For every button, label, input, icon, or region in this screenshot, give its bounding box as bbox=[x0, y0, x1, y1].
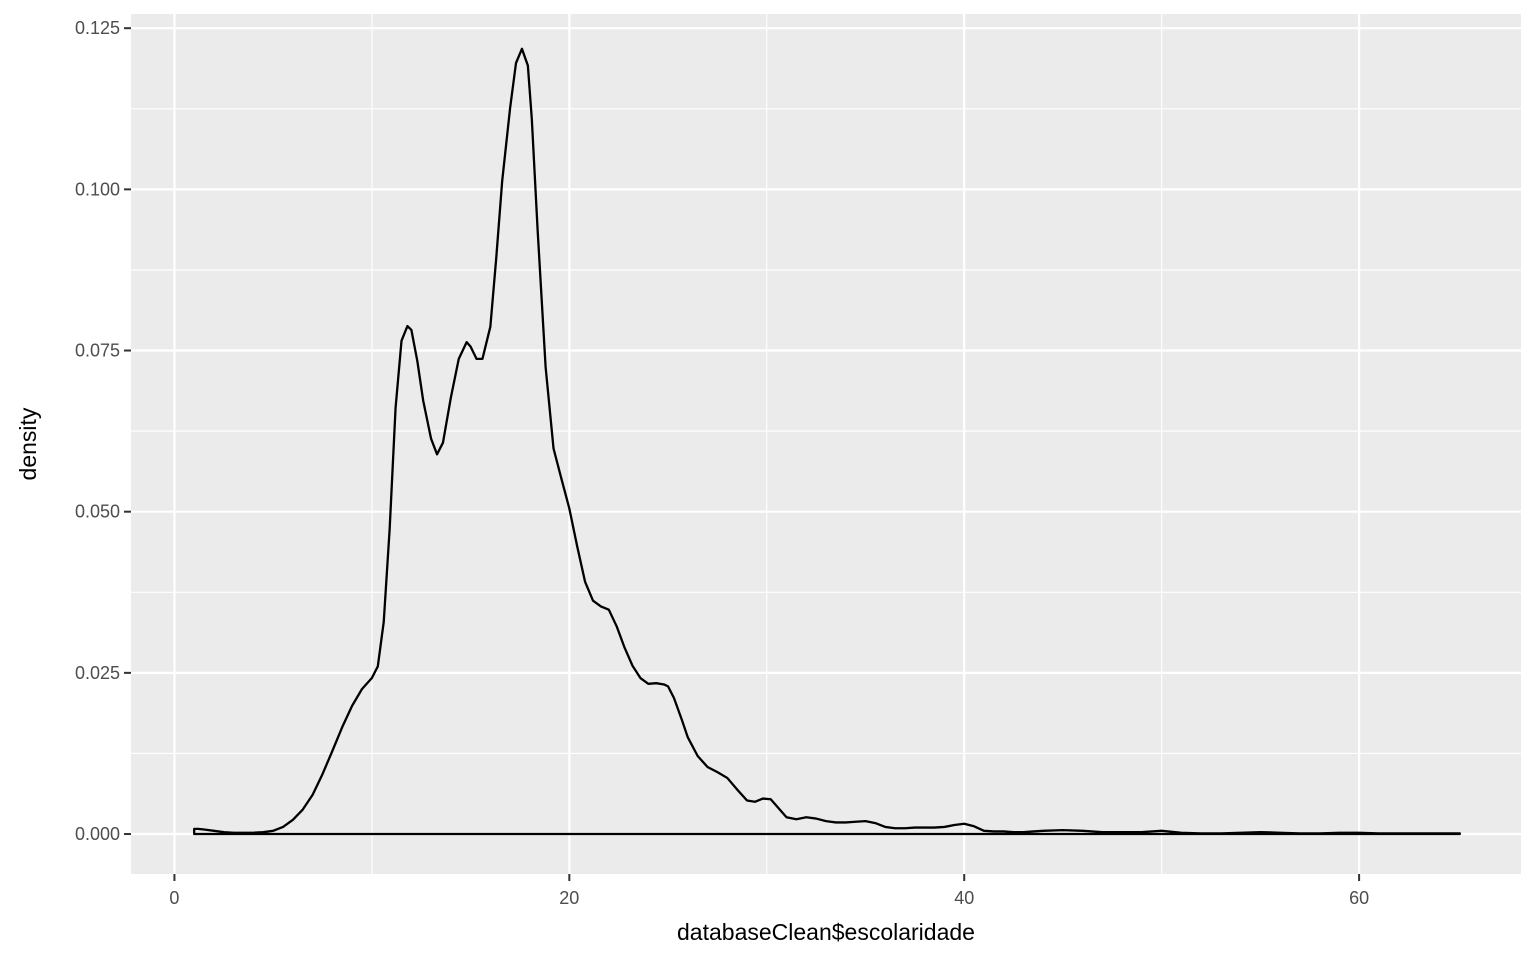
x-tick-label: 20 bbox=[559, 888, 579, 908]
y-tick-label: 0.075 bbox=[75, 341, 120, 361]
y-axis-title: density bbox=[15, 407, 41, 480]
y-tick-label: 0.050 bbox=[75, 502, 120, 522]
y-tick-label: 0.125 bbox=[75, 18, 120, 38]
x-tick-label: 60 bbox=[1349, 888, 1369, 908]
x-tick-label: 0 bbox=[169, 888, 179, 908]
x-tick-label: 40 bbox=[954, 888, 974, 908]
x-axis-title: databaseClean$escolaridade bbox=[677, 919, 975, 945]
y-tick-label: 0.025 bbox=[75, 663, 120, 683]
y-tick-label: 0.100 bbox=[75, 179, 120, 199]
y-tick-label: 0.000 bbox=[75, 824, 120, 844]
density-series bbox=[193, 47, 1461, 836]
density-line bbox=[193, 47, 1461, 836]
axes: 0.000 0.025 0.050 0.075 0.100 0.125 0 20 40 60 bbox=[75, 18, 1369, 908]
plot-panel bbox=[131, 14, 1521, 874]
